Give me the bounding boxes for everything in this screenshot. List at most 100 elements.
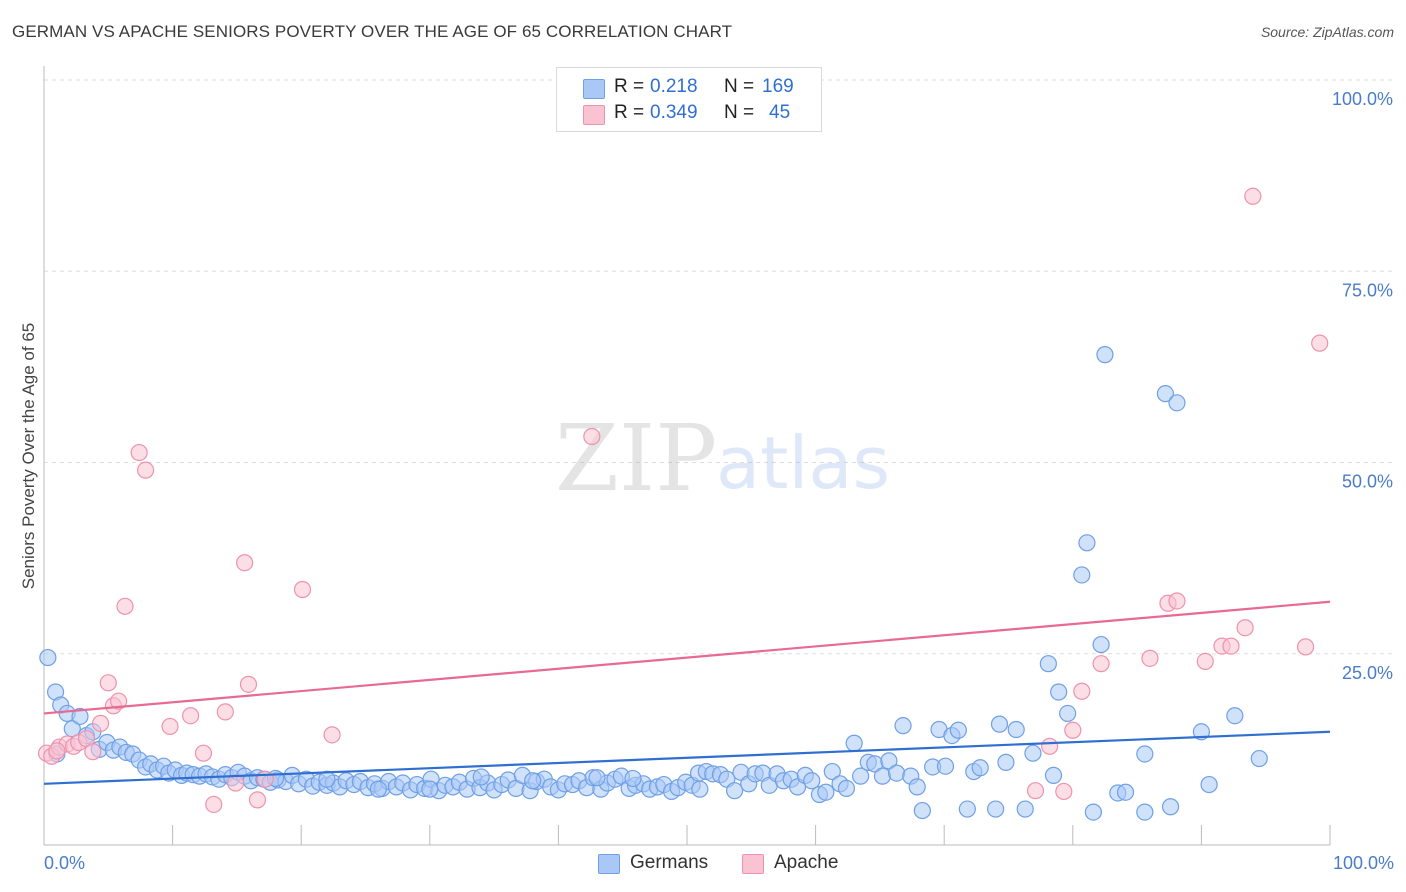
point-germans[interactable] xyxy=(1136,745,1154,763)
point-germans[interactable] xyxy=(880,752,898,770)
point-germans[interactable] xyxy=(1050,683,1068,701)
point-germans[interactable] xyxy=(472,768,490,786)
point-apache[interactable] xyxy=(99,674,117,692)
point-germans[interactable] xyxy=(936,757,955,775)
watermark: ZIP atlas xyxy=(555,405,890,512)
point-apache[interactable] xyxy=(1296,638,1315,656)
point-germans[interactable] xyxy=(71,707,89,726)
point-apache[interactable] xyxy=(1236,619,1254,637)
point-germans[interactable] xyxy=(817,783,835,801)
legend-r-label: R = xyxy=(614,76,645,97)
point-apache[interactable] xyxy=(1055,782,1073,801)
legend-r-value: 0.349 xyxy=(650,102,698,123)
point-germans[interactable] xyxy=(1084,803,1102,821)
point-apache[interactable] xyxy=(109,692,128,710)
point-germans[interactable] xyxy=(1116,783,1135,801)
tick-labels: 100.0% 75.0% 50.0% 25.0% 0.0% 100.0% xyxy=(44,89,1394,873)
point-germans[interactable] xyxy=(63,720,81,738)
y-tick-label: 25.0% xyxy=(1342,663,1393,683)
point-germans[interactable] xyxy=(949,721,967,739)
point-apache[interactable] xyxy=(1073,682,1091,700)
point-apache[interactable] xyxy=(293,580,312,599)
point-apache[interactable] xyxy=(1141,649,1159,667)
point-apache[interactable] xyxy=(1168,592,1186,610)
point-germans[interactable] xyxy=(997,753,1015,771)
point-germans[interactable] xyxy=(39,648,57,667)
point-apache[interactable] xyxy=(1092,655,1110,673)
point-apache[interactable] xyxy=(1026,782,1045,800)
point-germans[interactable] xyxy=(852,767,870,785)
legend-r-label: R = xyxy=(614,102,645,123)
point-apache[interactable] xyxy=(161,717,179,736)
point-apache[interactable] xyxy=(182,707,200,725)
point-germans[interactable] xyxy=(1016,800,1034,818)
point-apache[interactable] xyxy=(130,443,148,462)
point-germans[interactable] xyxy=(987,800,1005,818)
point-germans[interactable] xyxy=(421,780,439,798)
point-germans[interactable] xyxy=(908,778,926,796)
point-germans[interactable] xyxy=(873,767,892,785)
point-germans[interactable] xyxy=(1073,566,1091,584)
point-germans[interactable] xyxy=(845,734,863,752)
point-germans[interactable] xyxy=(823,762,841,781)
point-germans[interactable] xyxy=(1136,803,1154,821)
point-germans[interactable] xyxy=(888,764,906,782)
point-apache[interactable] xyxy=(1311,334,1329,352)
point-apache[interactable] xyxy=(84,743,102,761)
point-apache[interactable] xyxy=(1244,187,1262,205)
point-germans[interactable] xyxy=(1092,635,1110,654)
point-germans[interactable] xyxy=(1059,704,1077,723)
legend-n-label: N = xyxy=(724,76,755,97)
point-germans[interactable] xyxy=(1024,744,1042,762)
point-germans[interactable] xyxy=(318,770,336,788)
point-apache[interactable] xyxy=(1196,652,1214,671)
point-apache[interactable] xyxy=(136,461,155,479)
point-germans[interactable] xyxy=(691,780,709,798)
point-germans[interactable] xyxy=(803,772,821,790)
point-germans[interactable] xyxy=(1200,775,1218,794)
point-germans[interactable] xyxy=(958,800,976,818)
source-label: Source: ZipAtlas.com xyxy=(1260,24,1394,40)
point-germans[interactable] xyxy=(1168,394,1186,412)
bottom-legend-label: Apache xyxy=(774,852,839,873)
bottom-legend-swatch-apache xyxy=(742,854,764,874)
point-apache[interactable] xyxy=(194,744,213,762)
point-germans[interactable] xyxy=(369,780,387,798)
point-germans[interactable] xyxy=(1044,766,1063,784)
point-apache[interactable] xyxy=(323,726,341,744)
point-germans[interactable] xyxy=(990,715,1009,733)
point-germans[interactable] xyxy=(894,717,912,735)
point-germans[interactable] xyxy=(1161,798,1180,816)
point-germans[interactable] xyxy=(1156,385,1174,403)
point-apache[interactable] xyxy=(248,791,267,809)
point-apache[interactable] xyxy=(216,703,234,721)
point-germans[interactable] xyxy=(1096,346,1114,364)
point-germans[interactable] xyxy=(913,801,931,820)
point-germans[interactable] xyxy=(837,779,856,797)
point-germans[interactable] xyxy=(971,759,989,777)
point-germans[interactable] xyxy=(624,769,642,788)
y-tick-label: 50.0% xyxy=(1342,472,1393,492)
point-germans[interactable] xyxy=(1007,720,1025,739)
point-germans[interactable] xyxy=(1078,534,1096,552)
point-apache[interactable] xyxy=(583,427,601,446)
point-apache[interactable] xyxy=(1041,737,1059,755)
point-apache[interactable] xyxy=(1222,637,1240,655)
point-germans[interactable] xyxy=(1226,707,1244,725)
point-apache[interactable] xyxy=(91,714,110,732)
point-germans[interactable] xyxy=(588,769,606,787)
point-apache[interactable] xyxy=(239,675,258,693)
bottom-legend-label: Germans xyxy=(630,852,709,873)
point-apache[interactable] xyxy=(205,795,223,814)
y-axis-label: Seniors Poverty Over the Age of 65 xyxy=(19,323,38,589)
point-germans[interactable] xyxy=(1250,749,1268,768)
point-germans[interactable] xyxy=(524,772,542,790)
point-germans[interactable] xyxy=(1039,655,1057,673)
point-apache[interactable] xyxy=(227,774,245,792)
point-apache[interactable] xyxy=(116,597,134,615)
point-germans[interactable] xyxy=(725,782,744,800)
point-apache[interactable] xyxy=(1064,721,1082,739)
point-apache[interactable] xyxy=(48,742,66,760)
point-apache[interactable] xyxy=(236,554,254,572)
